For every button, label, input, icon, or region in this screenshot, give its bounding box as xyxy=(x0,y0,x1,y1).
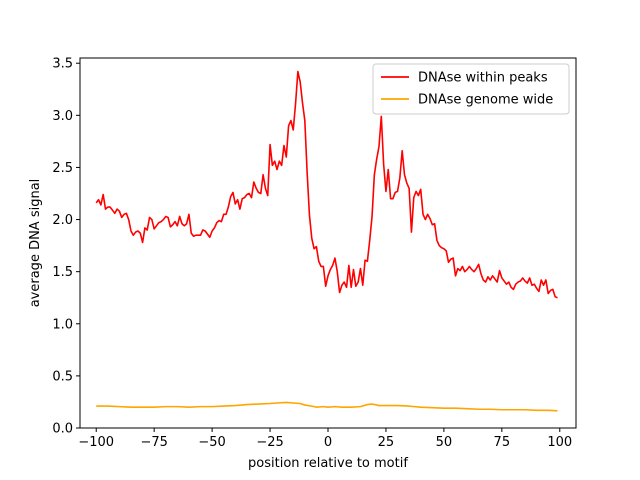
x-tick-label: 100 xyxy=(547,435,572,450)
y-tick-label: 2.5 xyxy=(52,161,73,176)
plot-area xyxy=(79,57,577,429)
legend: DNAse within peaks DNAse genome wide xyxy=(372,63,570,115)
x-tick-label: 25 xyxy=(378,435,395,450)
x-tick-label: 75 xyxy=(494,435,511,450)
x-tick-label: −75 xyxy=(140,435,167,450)
y-tick-label: 3.5 xyxy=(52,57,73,72)
x-tick-label: −25 xyxy=(256,435,283,450)
x-axis-label: position relative to motif xyxy=(248,456,408,471)
series-layer xyxy=(95,70,558,412)
y-tick-label: 3.0 xyxy=(52,109,73,124)
y-tick-label: 2.0 xyxy=(52,213,73,228)
y-tick-label: 0.5 xyxy=(52,369,73,384)
series-line-2 xyxy=(96,401,558,412)
x-tick-label: −100 xyxy=(78,435,114,450)
y-tick-label: 1.5 xyxy=(52,265,73,280)
y-axis-label: average DNA signal xyxy=(28,179,43,308)
legend-entry: DNAse within peaks xyxy=(418,71,548,86)
legend-box xyxy=(372,63,570,115)
x-tick-label: −50 xyxy=(198,435,225,450)
axes-frame xyxy=(79,57,577,429)
x-tick-label: 50 xyxy=(436,435,453,450)
x-tick-label: 0 xyxy=(324,435,332,450)
y-axis-ticks: 0.0 0.5 1.0 1.5 2.0 2.5 3.0 3.5 xyxy=(52,57,80,437)
y-tick-label: 1.0 xyxy=(52,317,73,332)
legend-entry: DNAse genome wide xyxy=(418,93,553,108)
x-axis-ticks: −100 −75 −50 −25 0 25 50 75 100 xyxy=(78,428,572,450)
y-tick-label: 0.0 xyxy=(52,422,73,437)
series-line-1 xyxy=(95,70,558,299)
